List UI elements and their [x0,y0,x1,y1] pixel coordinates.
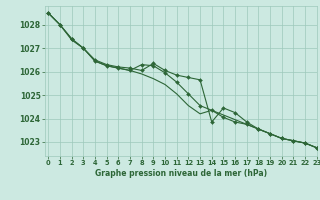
X-axis label: Graphe pression niveau de la mer (hPa): Graphe pression niveau de la mer (hPa) [95,169,267,178]
